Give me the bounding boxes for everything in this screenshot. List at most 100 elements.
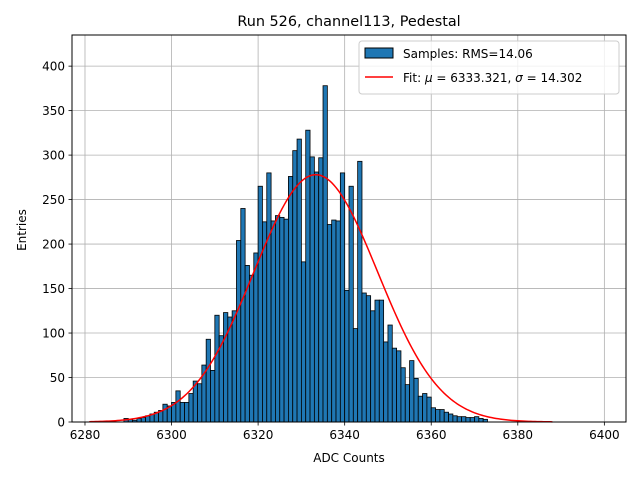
legend-box (358, 40, 620, 95)
histogram-bar (352, 328, 359, 423)
histogram-bar (400, 367, 406, 423)
x-tick-label: 6360 (416, 428, 447, 442)
histogram-bar (465, 417, 471, 423)
y-tick-label: 350 (42, 104, 65, 118)
histogram-bar (253, 252, 259, 423)
histogram-bar (339, 172, 346, 423)
histogram-bar (262, 221, 268, 423)
fit-curve (89, 173, 553, 423)
y-tick-label: 0 (57, 415, 65, 429)
histogram-bar (456, 416, 462, 423)
histogram-bar (374, 299, 380, 423)
legend-sigma-symbol: σ (515, 71, 523, 85)
histogram-bar (370, 310, 376, 423)
histogram-bar (283, 218, 289, 423)
histogram-bar (361, 292, 367, 423)
x-tick-label: 6340 (329, 428, 360, 442)
histogram-bar (443, 411, 449, 423)
histogram-bar (210, 369, 216, 423)
legend-samples-swatch (364, 47, 394, 59)
y-tick-label: 300 (42, 148, 65, 162)
histogram-bar (448, 413, 454, 423)
histogram-bar (326, 224, 333, 423)
histogram-bar (430, 407, 436, 423)
histogram-bar (240, 208, 246, 423)
x-tick-label: 6300 (156, 428, 187, 442)
legend-mu-symbol: μ (424, 71, 433, 85)
axes-frame (71, 34, 627, 423)
histogram-bar (409, 360, 415, 423)
y-tick-label: 400 (42, 59, 65, 73)
histogram-bar (313, 171, 320, 423)
legend-fit-label: Fit: μ = 6333.321, σ = 14.302 (403, 71, 582, 85)
histogram-bar (383, 341, 389, 423)
histogram-bar (197, 383, 203, 423)
histogram-bar (474, 416, 480, 423)
histogram-bar (404, 384, 410, 423)
y-tick-label: 50 (50, 371, 65, 385)
histogram-bar (322, 85, 328, 423)
histogram-bar (188, 393, 194, 423)
histogram-bar (387, 324, 393, 423)
histogram-bar (309, 156, 315, 423)
histogram-bar (266, 172, 272, 423)
x-tick-label: 6400 (589, 428, 620, 442)
histogram-bar (426, 396, 432, 423)
histogram-bar (214, 314, 220, 423)
histogram-bar (257, 185, 263, 423)
histogram-bar (413, 378, 419, 423)
histogram-bar (331, 219, 337, 423)
axis-ticks: 6280 6300 6320 6340 6360 6380 6400 0 50 100 150 200… (42, 59, 620, 442)
histogram-bar (396, 350, 402, 423)
histogram-bar (136, 418, 142, 423)
histogram-bar (439, 409, 445, 423)
x-axis-label: ADC Counts (313, 451, 385, 465)
legend: Samples: RMS=14.06 Fit: μ = 6333.321, σ … (358, 40, 620, 95)
legend-samples-label: Samples: RMS=14.06 (403, 47, 533, 61)
histogram-bar (140, 417, 146, 423)
histogram-bar (318, 157, 324, 423)
histogram-bar (288, 176, 294, 423)
legend-fit-prefix: Fit: (403, 71, 425, 85)
histogram-bar (249, 274, 255, 423)
histogram-bar (478, 418, 484, 423)
x-tick-label: 6280 (70, 428, 101, 442)
histogram-bar (223, 312, 229, 423)
histogram-bar (205, 338, 211, 423)
histogram-bar (348, 185, 354, 423)
histogram-bar (179, 402, 185, 423)
y-axis-label: Entries (15, 209, 29, 251)
histogram-bar (344, 289, 350, 423)
histogram-bar (378, 299, 385, 423)
histogram-bars (123, 85, 488, 423)
histogram-bar (335, 220, 341, 423)
histogram-bar (435, 409, 441, 423)
chart-title: Run 526, channel113, Pedestal (237, 14, 460, 30)
histogram-bar (162, 403, 168, 423)
y-tick-label: 150 (42, 282, 65, 296)
legend-mu-value: = 6333.321, (433, 71, 516, 85)
y-tick-label: 250 (42, 193, 65, 207)
histogram-bar (279, 216, 285, 423)
x-tick-label: 6320 (243, 428, 274, 442)
legend-sigma-value: = 14.302 (523, 71, 583, 85)
histogram-bar (422, 393, 428, 423)
histogram-bar (391, 347, 398, 423)
histogram-bar (270, 220, 276, 423)
histogram-bar (357, 160, 363, 423)
histogram-bar (184, 402, 190, 423)
y-tick-label: 200 (42, 237, 65, 251)
histogram-bar (461, 416, 467, 423)
x-tick-label: 6380 (503, 428, 534, 442)
histogram-bar (417, 395, 423, 423)
histogram-bar (469, 417, 475, 423)
histogram-bar (300, 261, 307, 423)
histogram-bar (365, 295, 372, 423)
histogram-bar (305, 129, 311, 423)
histogram-bar (231, 310, 237, 423)
histogram-bar (236, 240, 242, 423)
y-tick-label: 100 (42, 326, 65, 340)
histogram-bar (175, 390, 181, 423)
histogram-bar (275, 215, 281, 423)
